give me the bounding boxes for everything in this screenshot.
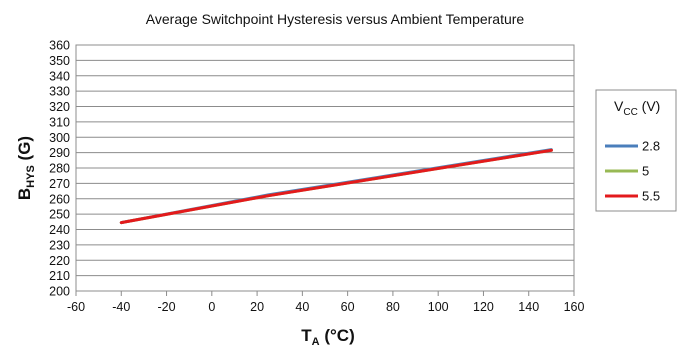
series-line-5.5 [119,148,553,225]
y-axis-label-unit: (G) [15,136,34,165]
x-tick-label: -60 [67,300,85,314]
x-tick-label: 120 [473,300,494,314]
y-tick-label: 200 [49,285,70,299]
y-axis-label-main: B [15,188,34,200]
chart-title: Average Switchpoint Hysteresis versus Am… [146,11,525,27]
x-tick-label: -40 [112,300,130,314]
legend-box [595,89,677,212]
legend-title: VCC (V) [614,98,660,118]
y-tick-label: 280 [49,162,70,176]
legend-items: 2.8 5 5.5 [605,139,660,204]
legend-label: 5 [642,164,649,179]
y-tick-label: 340 [49,69,70,83]
y-axis-label: BHYS (G) [15,136,37,200]
y-tick-label: 210 [49,269,70,283]
y-tick-label: 290 [49,146,70,160]
y-tick-label: 240 [49,223,70,237]
y-axis-label-sub: HYS [25,165,37,188]
plot-area [75,44,575,292]
y-tick-label: 310 [49,115,70,129]
legend-title-sub: CC [623,107,637,118]
x-tick-label: 0 [208,300,215,314]
x-tick-label: 160 [564,300,585,314]
y-tick-label: 300 [49,131,70,145]
y-tick-label: 350 [49,54,70,68]
x-tick-label: 100 [428,300,449,314]
x-axis-label-sub: A [312,336,320,348]
legend-title-unit: (V) [638,98,661,114]
y-axis-ticks: 2002102202302402502602702802903003103203… [49,39,70,299]
x-tick-label: 60 [341,300,355,314]
x-axis-label-unit: (°C) [320,326,355,345]
legend: VCC (V) 2.8 5 5.5 [595,89,677,212]
series-lines [119,148,553,225]
x-axis-label-main: T [301,326,312,345]
y-tick-label: 270 [49,177,70,191]
y-tick-label: 230 [49,238,70,252]
legend-title-main: V [614,98,624,114]
x-axis-ticks: -60 -40 -20 0 20 40 60 80 100 120 140 160 [67,291,585,314]
x-tick-label: 80 [386,300,400,314]
x-tick-label: -20 [158,300,176,314]
legend-label: 5.5 [642,189,660,204]
y-tick-label: 220 [49,254,70,268]
y-tick-label: 250 [49,208,70,222]
y-tick-label: 320 [49,100,70,114]
y-tick-label: 360 [49,39,70,53]
y-tick-label: 330 [49,85,70,99]
y-tick-label: 260 [49,192,70,206]
x-tick-label: 140 [518,300,539,314]
x-tick-label: 20 [250,300,264,314]
x-axis-label: TA (°C) [301,326,354,348]
legend-label: 2.8 [642,139,660,154]
grid-lines [76,44,574,292]
x-tick-label: 40 [295,300,309,314]
